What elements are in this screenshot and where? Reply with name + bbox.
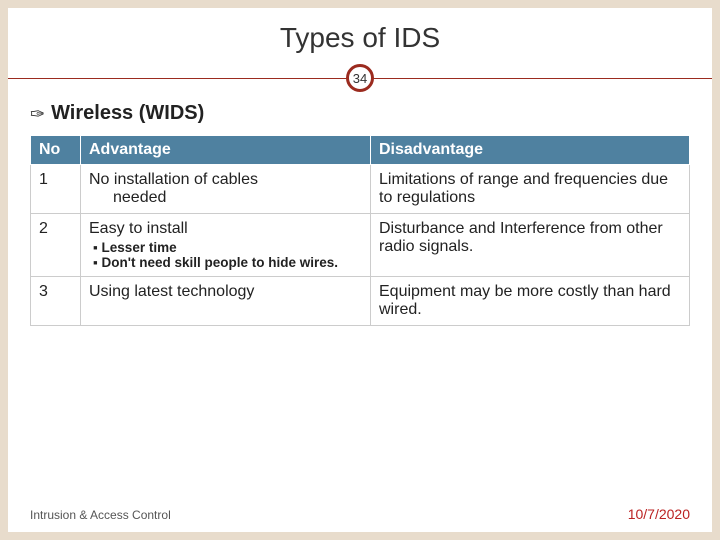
bullet-icon: ✑ xyxy=(30,105,45,123)
cell-no: 1 xyxy=(31,165,81,214)
cell-disadvantage: Equipment may be more costly than hard w… xyxy=(371,277,690,326)
adv-text: Easy to install xyxy=(89,220,188,237)
page-number-badge: 34 xyxy=(346,64,374,92)
footer-left: Intrusion & Access Control xyxy=(30,508,171,522)
col-disadvantage: Disadvantage xyxy=(371,136,690,165)
cell-no: 3 xyxy=(31,277,81,326)
slide: Types of IDS 34 ✑ Wireless (WIDS) No Adv… xyxy=(8,8,712,532)
footer: Intrusion & Access Control 10/7/2020 xyxy=(30,506,690,522)
bullet-item: ✑ Wireless (WIDS) xyxy=(30,102,690,125)
cell-advantage: No installation of cables needed xyxy=(81,165,371,214)
page-number: 34 xyxy=(353,71,367,86)
content-area: ✑ Wireless (WIDS) No Advantage Disadvant… xyxy=(8,94,712,326)
divider: 34 xyxy=(8,64,712,94)
adv-text: No installation of cables xyxy=(89,171,258,188)
page-title: Types of IDS xyxy=(8,8,712,64)
cell-advantage: Using latest technology xyxy=(81,277,371,326)
table-row: 1 No installation of cables needed Limit… xyxy=(31,165,690,214)
footer-date: 10/7/2020 xyxy=(628,506,690,522)
adv-text-2: needed xyxy=(89,189,362,207)
col-no: No xyxy=(31,136,81,165)
cell-advantage: Easy to install Lesser time Don't need s… xyxy=(81,214,371,277)
cell-no: 2 xyxy=(31,214,81,277)
comparison-table: No Advantage Disadvantage 1 No installat… xyxy=(30,135,690,326)
table-row: 2 Easy to install Lesser time Don't need… xyxy=(31,214,690,277)
sub-item: Lesser time xyxy=(93,240,362,255)
adv-text: Using latest technology xyxy=(89,283,254,300)
bullet-text: Wireless (WIDS) xyxy=(51,102,204,125)
table-row: 3 Using latest technology Equipment may … xyxy=(31,277,690,326)
cell-disadvantage: Limitations of range and frequencies due… xyxy=(371,165,690,214)
adv-sublist: Lesser time Don't need skill people to h… xyxy=(89,240,362,270)
sub-item: Don't need skill people to hide wires. xyxy=(93,255,362,270)
cell-disadvantage: Disturbance and Interference from other … xyxy=(371,214,690,277)
table-header-row: No Advantage Disadvantage xyxy=(31,136,690,165)
col-advantage: Advantage xyxy=(81,136,371,165)
